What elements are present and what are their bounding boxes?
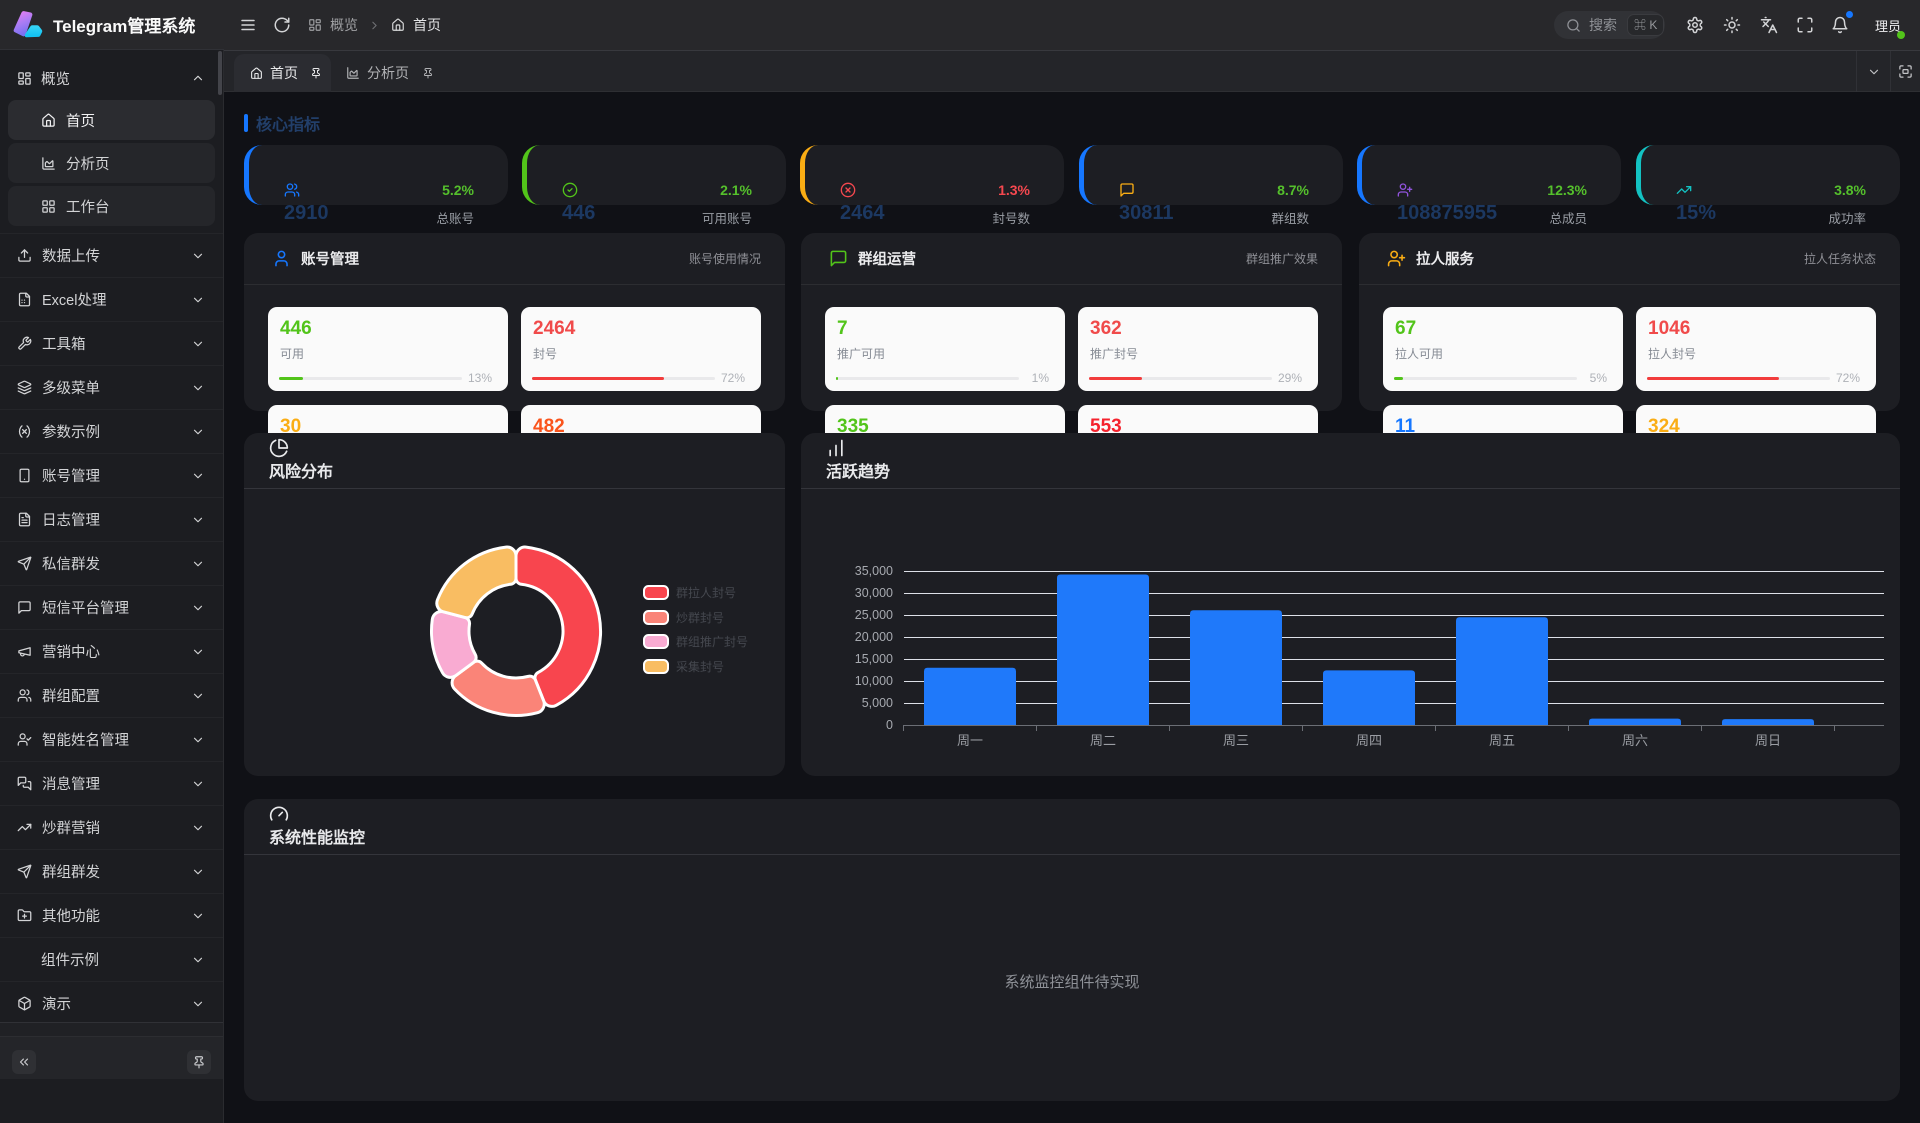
svg-text:群组推广封号: 群组推广封号: [676, 635, 748, 649]
svg-text:周一: 周一: [957, 733, 983, 748]
svg-text:周六: 周六: [1622, 733, 1648, 748]
svg-text:炒群封号: 炒群封号: [676, 611, 724, 625]
svg-text:周四: 周四: [1356, 733, 1382, 748]
svg-text:30,000: 30,000: [855, 586, 893, 600]
svg-text:25,000: 25,000: [855, 608, 893, 622]
svg-text:10,000: 10,000: [855, 674, 893, 688]
svg-text:周日: 周日: [1755, 733, 1781, 748]
svg-text:采集封号: 采集封号: [676, 659, 724, 674]
svg-text:35,000: 35,000: [855, 564, 893, 578]
svg-text:周五: 周五: [1489, 733, 1515, 748]
svg-text:15,000: 15,000: [855, 652, 893, 666]
svg-text:20,000: 20,000: [855, 630, 893, 644]
svg-text:群拉人封号: 群拉人封号: [676, 585, 736, 600]
svg-text:5,000: 5,000: [862, 696, 893, 710]
svg-text:周三: 周三: [1223, 733, 1249, 748]
svg-text:周二: 周二: [1090, 733, 1116, 748]
svg-text:0: 0: [886, 718, 893, 732]
